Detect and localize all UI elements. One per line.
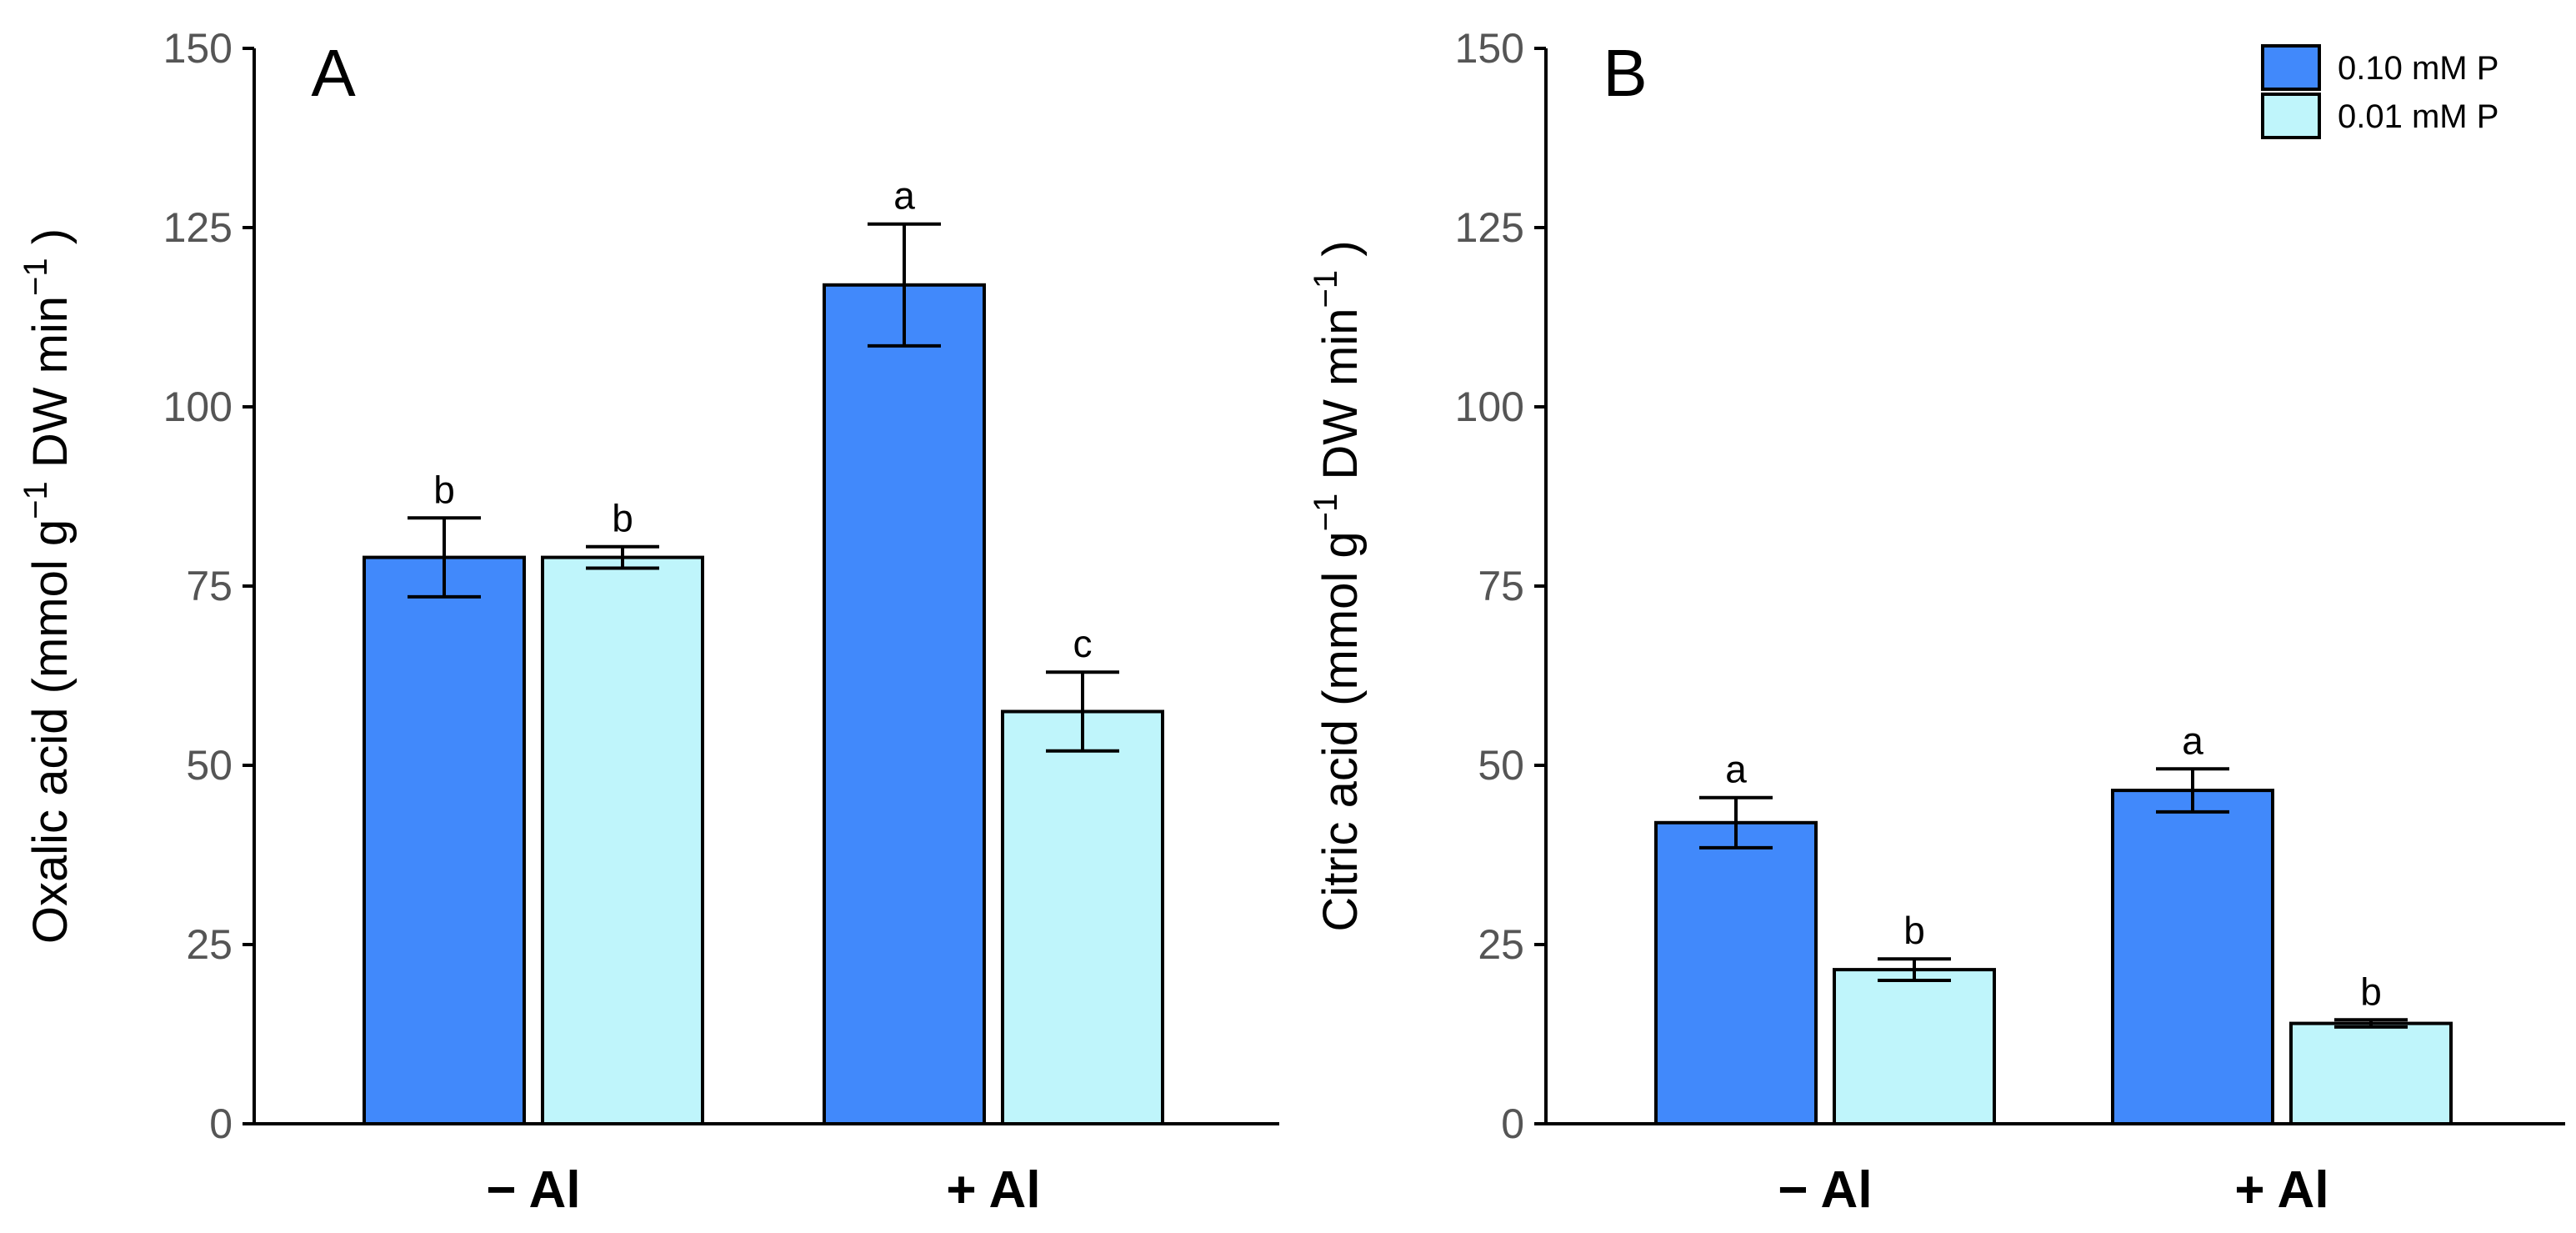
legend-swatch xyxy=(2261,44,2321,91)
bar-0-10-mm-p-1 xyxy=(2111,789,2274,1125)
significance-letter: b xyxy=(2360,970,2382,1013)
bar-0-10-mm-p-1 xyxy=(823,283,986,1125)
error-bar xyxy=(408,516,481,599)
x-category-label: + Al xyxy=(946,1161,1040,1219)
legend-swatch xyxy=(2261,93,2321,139)
y-tick-label: 125 xyxy=(163,204,233,251)
bar-0-01-mm-p-1 xyxy=(1001,709,1164,1125)
y-tick-label: 150 xyxy=(163,25,233,72)
bar-0-01-mm-p-1 xyxy=(2289,1021,2453,1125)
error-bar xyxy=(2156,767,2229,814)
y-tick-label: 25 xyxy=(1478,921,1524,968)
panel-label: B xyxy=(1603,36,1647,110)
y-axis-title-superscript: −1 xyxy=(1308,494,1344,532)
error-bar xyxy=(1878,957,1951,982)
y-tick-label: 50 xyxy=(1478,742,1524,789)
legend-label: 0.01 mM P xyxy=(2338,98,2498,135)
y-axis-title-superscript: −1 xyxy=(1308,270,1344,308)
significance-letter: a xyxy=(1725,748,1747,791)
error-bar xyxy=(586,544,659,570)
significance-letter: b xyxy=(612,497,633,540)
bar-0-01-mm-p-0 xyxy=(541,555,704,1125)
error-bar xyxy=(2334,1018,2408,1029)
error-bar xyxy=(868,222,941,348)
y-tick-label: 0 xyxy=(209,1100,233,1147)
x-category-label: − Al xyxy=(486,1161,580,1219)
y-tick-label: 75 xyxy=(1478,563,1524,609)
x-category-label: + Al xyxy=(2234,1161,2328,1219)
y-tick-label: 150 xyxy=(1455,25,1524,72)
y-axis-title-superscript: −1 xyxy=(18,481,54,519)
bar-0-01-mm-p-0 xyxy=(1833,968,1996,1125)
y-tick-label: 100 xyxy=(1455,383,1524,430)
significance-letter: a xyxy=(893,174,915,218)
bar-0-10-mm-p-0 xyxy=(1654,820,1818,1125)
legend: 0.10 mM P 0.01 mM P xyxy=(2261,44,2498,139)
y-tick-label: 125 xyxy=(1455,204,1524,251)
y-axis-title: Oxalic acid (mmol g−1 DW min−1 ) xyxy=(18,228,78,944)
x-category-label: − Al xyxy=(1778,1161,1872,1219)
y-tick-label: 50 xyxy=(186,742,233,789)
significance-letter: b xyxy=(433,468,455,511)
y-tick-label: 100 xyxy=(163,383,233,430)
y-axis-title-part: Citric acid (mmol g xyxy=(1313,531,1368,931)
y-axis-title-part: DW min xyxy=(1313,308,1368,493)
bar-0-10-mm-p-0 xyxy=(363,555,526,1125)
significance-letter: b xyxy=(1903,909,1925,952)
error-bar xyxy=(1046,670,1119,753)
panel-label: A xyxy=(311,36,356,110)
y-axis-title: Citric acid (mmol g−1 DW min−1 ) xyxy=(1308,240,1368,931)
y-tick-label: 0 xyxy=(1501,1100,1524,1147)
y-axis-title-superscript: −1 xyxy=(18,258,54,296)
y-axis-title-part: DW min xyxy=(23,296,78,481)
legend-label: 0.10 mM P xyxy=(2338,50,2498,87)
y-axis-title-part: ) xyxy=(1313,240,1368,269)
significance-letter: a xyxy=(2182,719,2203,762)
y-tick-label: 75 xyxy=(186,563,233,609)
significance-letter: c xyxy=(1073,622,1093,665)
y-tick-label: 25 xyxy=(186,921,233,968)
y-axis-title-part: Oxalic acid (mmol g xyxy=(23,519,78,944)
y-axis-title-part: ) xyxy=(23,228,78,258)
error-bar xyxy=(1699,795,1773,850)
